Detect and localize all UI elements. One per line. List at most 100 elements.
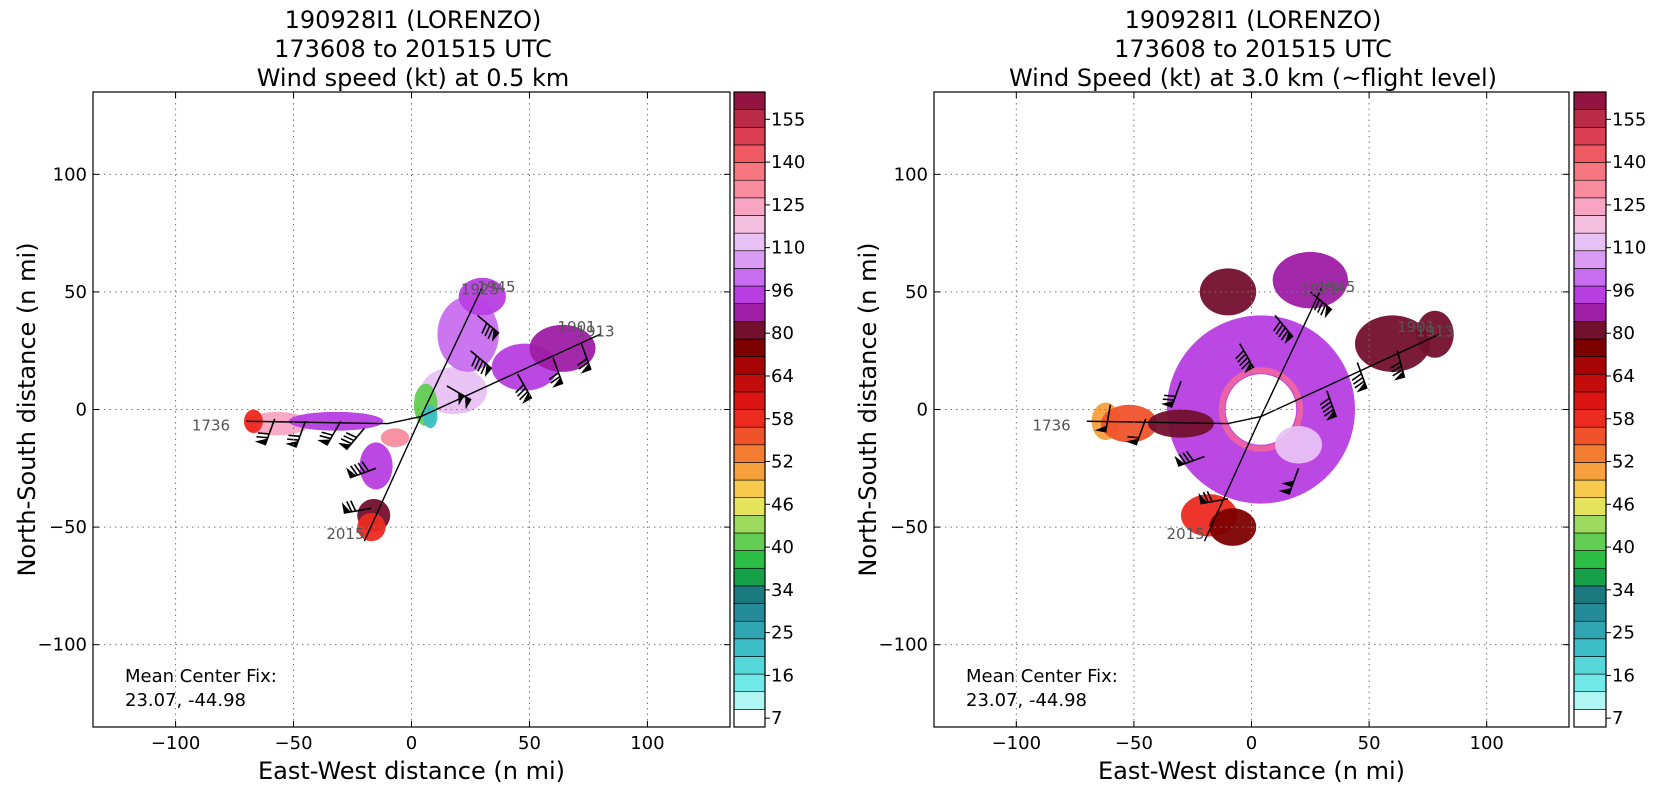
colorbar-segment xyxy=(733,126,766,146)
colorbar-segment xyxy=(1573,426,1607,446)
colorbar-segment xyxy=(1573,126,1607,146)
colorbar-tick-label: 46 xyxy=(1612,494,1635,515)
colorbar-tick-label: 25 xyxy=(1612,623,1635,644)
colorbar-segment xyxy=(733,409,766,428)
colorbar-segment xyxy=(1573,303,1607,322)
x-tick-label: 100 xyxy=(630,733,664,754)
colorbar-segment xyxy=(1573,585,1607,604)
colorbar-segment xyxy=(1573,197,1607,216)
colorbar-tick-label: 80 xyxy=(1612,323,1635,344)
colorbar-tick-label: 96 xyxy=(771,280,794,301)
wind-barb xyxy=(477,314,500,342)
y-tick-label: 100 xyxy=(894,164,928,185)
wind-barb xyxy=(254,418,276,446)
y-tick-label: 0 xyxy=(917,400,928,421)
x-tick-label: −50 xyxy=(1115,733,1153,754)
colorbar-tick-label: 16 xyxy=(1612,665,1635,686)
wind-region xyxy=(1354,315,1431,372)
wind-barb xyxy=(1273,314,1294,344)
wind-barb xyxy=(317,420,342,446)
colorbar-segment xyxy=(733,162,766,181)
wind-region xyxy=(380,428,410,448)
wind-barb xyxy=(1309,291,1333,319)
colorbar-segment xyxy=(733,373,766,393)
wind-barb xyxy=(337,427,365,451)
colorbar-segment xyxy=(1573,673,1607,693)
pass-time-label: 1736 xyxy=(1032,417,1070,435)
wind-barb xyxy=(1094,404,1112,433)
colorbar-segment xyxy=(733,603,766,622)
pass-time-label: 1913 xyxy=(1416,323,1454,341)
pass-time-label: 1925 xyxy=(1301,280,1339,298)
colorbar-segment xyxy=(1573,91,1607,110)
colorbar-segment xyxy=(1573,497,1607,516)
y-axis-label: North-South distance (n mi) xyxy=(854,242,882,576)
wind-barb xyxy=(1351,362,1368,393)
pass-time-label: 1913 xyxy=(576,323,614,341)
colorbar-segment xyxy=(733,620,766,640)
wind-barb xyxy=(1174,450,1205,467)
colorbar-tick-label: 16 xyxy=(771,665,794,686)
colorbar-tick-label: 40 xyxy=(771,537,794,558)
wind-region xyxy=(1100,404,1158,443)
y-tick-label: −100 xyxy=(879,635,928,656)
wind-region xyxy=(437,296,499,372)
colorbar-segment xyxy=(1573,709,1607,728)
x-tick-label: 0 xyxy=(406,733,417,754)
colorbar-tick-label: 96 xyxy=(1612,280,1635,301)
wind-barb xyxy=(1161,381,1182,408)
colorbar-tick-label: 155 xyxy=(771,109,805,130)
colorbar-segment xyxy=(1573,515,1607,534)
pass-time-label: 1945 xyxy=(1317,278,1355,296)
colorbar-segment xyxy=(733,709,766,728)
wind-barb xyxy=(346,461,377,479)
colorbar-segment xyxy=(733,356,766,375)
colorbar-segment xyxy=(733,426,766,446)
colorbar-segment xyxy=(733,179,766,199)
colorbar-segment xyxy=(1573,215,1607,234)
wind-barb xyxy=(1235,343,1255,374)
colorbar-segment xyxy=(733,338,766,357)
x-axis-label: East-West distance (n mi) xyxy=(258,757,565,785)
colorbar-segment xyxy=(733,197,766,216)
colorbar-segment xyxy=(733,479,766,498)
wind-region xyxy=(288,411,384,431)
colorbar-segment xyxy=(1573,567,1607,587)
colorbar-frame xyxy=(733,91,766,728)
x-tick-label: 50 xyxy=(518,733,541,754)
colorbar-tick-label: 7 xyxy=(771,708,782,729)
wind-barb xyxy=(446,385,472,410)
chart-title-line: 190928I1 (LORENZO) xyxy=(285,6,542,34)
left-panel-wind-0.5km: 190928I1 (LORENZO)173608 to 201515 UTCWi… xyxy=(13,6,805,785)
colorbar-segment xyxy=(1573,356,1607,375)
colorbar-segment xyxy=(733,515,766,534)
colorbar-segment xyxy=(1573,321,1607,340)
colorbar-tick-label: 34 xyxy=(1612,580,1635,601)
colorbar-tick-label: 110 xyxy=(1612,238,1646,259)
wind-barb xyxy=(1319,390,1338,421)
colorbar-tick-label: 140 xyxy=(1612,152,1646,173)
wind-region xyxy=(1235,381,1292,438)
wind-barb xyxy=(469,350,493,378)
colorbar-segment xyxy=(1573,338,1607,357)
colorbar-segment xyxy=(1573,550,1607,569)
colorbar-segment xyxy=(1573,532,1607,551)
colorbar-segment xyxy=(733,673,766,693)
colorbar-tick-label: 34 xyxy=(771,580,794,601)
colorbar-segment xyxy=(733,532,766,551)
x-tick-label: 50 xyxy=(1358,733,1381,754)
colorbar-segment xyxy=(733,250,766,269)
colorbar-segment xyxy=(733,232,766,252)
wind-barb xyxy=(1390,350,1406,381)
pass-time-label: 1901 xyxy=(558,318,596,336)
colorbar-segment xyxy=(733,638,766,657)
chart-title-line: Wind speed (kt) at 0.5 km xyxy=(257,64,570,92)
x-tick-label: −100 xyxy=(151,733,200,754)
colorbar-segment xyxy=(1573,144,1607,163)
colorbar-segment xyxy=(733,444,766,463)
eyewall-max xyxy=(1218,367,1304,452)
right-panel-wind-3.0km: 190928I1 (LORENZO)173608 to 201515 UTCWi… xyxy=(854,6,1646,785)
